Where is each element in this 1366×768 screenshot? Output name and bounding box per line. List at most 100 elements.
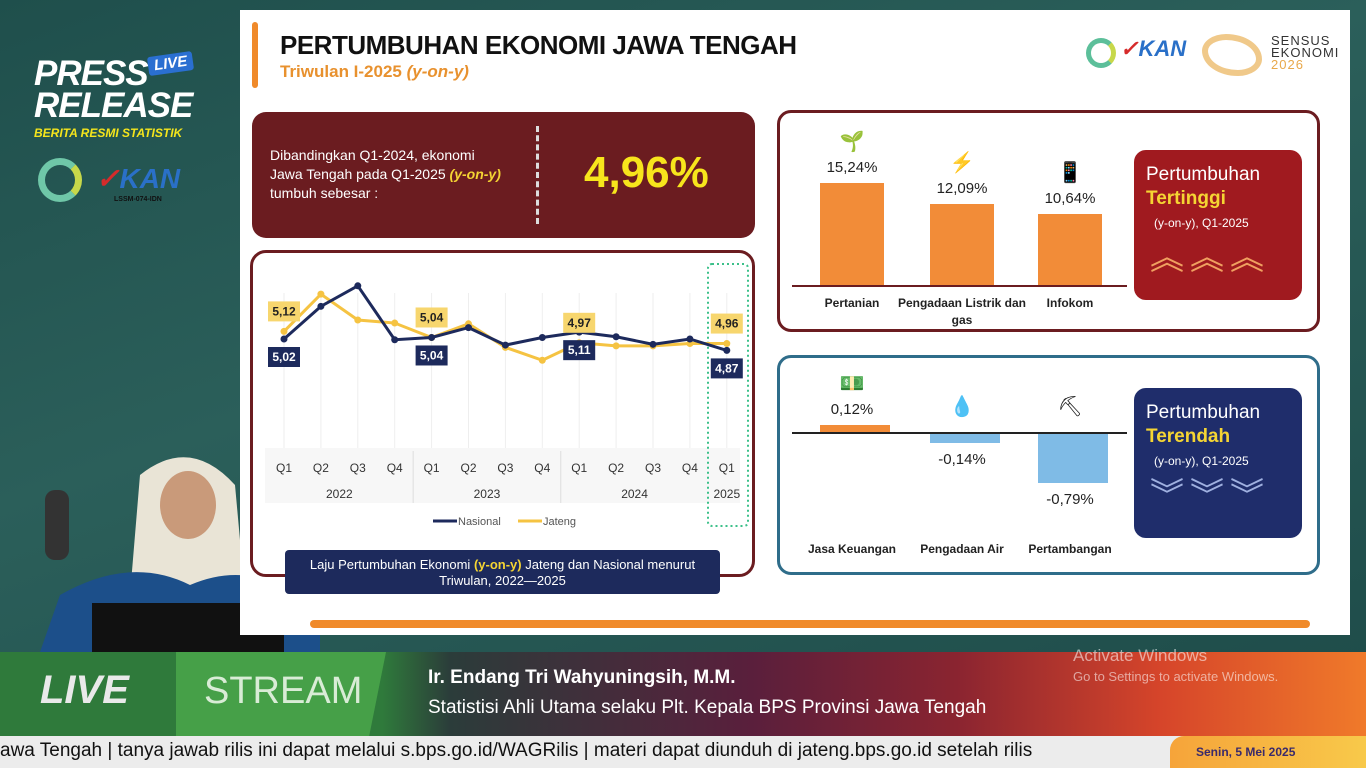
x-tick-label: Q4 [682, 461, 698, 475]
kan-code: LSSM-074-IDN [114, 196, 162, 203]
chart-caption: Laju Pertumbuhan Ekonomi (y-on-y) Jateng… [285, 550, 720, 594]
press-release-logo: PRESS RELEASE [34, 54, 193, 125]
x-tick-label: Q4 [387, 461, 403, 475]
bar-label: Pengadaan Listrik dan gas [897, 296, 1027, 327]
data-label-bg [415, 345, 448, 366]
bps-ring-logo [38, 158, 82, 202]
microphone-icon [45, 490, 69, 560]
badge-title: Pertumbuhan [1146, 164, 1261, 185]
x-tick-label: Q1 [719, 461, 735, 475]
bar-infokom [1038, 213, 1102, 285]
data-label: 5,04 [420, 348, 444, 362]
mining-cart-icon: ⛏ [1057, 396, 1083, 418]
point-nasional [538, 333, 546, 341]
summary-box: Dibandingkan Q1-2024, ekonomi Jawa Tenga… [252, 112, 755, 238]
bar-pengadaan-air [930, 434, 1000, 443]
stream-label: STREAM [176, 652, 386, 736]
badge-title: Pertumbuhan [1146, 402, 1261, 423]
chevrons-down-icon: ︾︾︾ [1150, 477, 1270, 515]
money-icon: 💵 [839, 372, 865, 395]
highest-growth-panel: 15,24% 🌱 Pertanian 12,09% ⚡ Pengadaan Listrik… [777, 110, 1320, 332]
x-tick-label: Q3 [645, 461, 661, 475]
data-label-bg [563, 340, 596, 361]
x-tick-label: Q1 [424, 461, 440, 475]
bar-label: Pertanian [824, 296, 880, 310]
news-ticker: awa Tengah | tanya jawab rilis ini dapat… [0, 736, 1366, 768]
data-label: 4,96 [715, 317, 739, 331]
year-label: 2024 [621, 487, 648, 501]
activate-windows-hint: Go to Settings to activate Windows. [1073, 669, 1279, 684]
x-tick-label: Q3 [350, 461, 366, 475]
data-label: 5,02 [272, 350, 296, 364]
kan-logo: ✓KAN [96, 163, 181, 194]
point-nasional [280, 335, 288, 343]
bar-value: -0,14% [938, 450, 986, 468]
water-drops-icon: 💧 [949, 396, 975, 418]
sensus-text: SENSUS EKONOMI 2026 [1271, 33, 1340, 72]
data-label-bg [268, 301, 300, 322]
legend-label: Nasional [458, 516, 501, 528]
phone-icon: 📱 [1057, 161, 1083, 184]
point-jateng [354, 316, 362, 324]
lowest-growth-panel: 0,12% 💵 Jasa Keuangan -0,14% 💧 Pengadaan Air -… [777, 355, 1320, 575]
brs-subtitle: BERITA RESMI STATISTIK [34, 126, 183, 140]
bar-pertanian [820, 182, 884, 285]
bar-label: Jasa Keuangan [807, 542, 897, 556]
point-jateng [391, 319, 399, 327]
footer-bar [310, 620, 1310, 628]
baseline [792, 285, 1127, 287]
point-nasional [686, 335, 694, 343]
bar-label: Infokom [1046, 296, 1094, 310]
point-nasional [501, 341, 509, 349]
badge-highlight: Terendah [1146, 426, 1231, 447]
activate-windows-watermark: Activate Windows [1073, 646, 1208, 665]
bar-value: -0,79% [1046, 490, 1094, 508]
x-tick-label: Q3 [497, 461, 513, 475]
point-jateng [723, 340, 731, 348]
bar-value: 0,12% [830, 400, 874, 418]
bar-value: 12,09% [936, 179, 988, 197]
data-label-bg [710, 358, 743, 379]
point-nasional [612, 333, 620, 341]
x-tick-label: Q2 [608, 461, 624, 475]
x-tick-label: Q2 [313, 461, 329, 475]
bar-label: Pertambangan [1028, 542, 1112, 556]
bar-jasa-keuangan [820, 424, 890, 432]
data-label-bg [563, 312, 596, 333]
speaker-name: Ir. Endang Tri Wahyuningsih, M.M. [428, 667, 736, 688]
data-label-bg [268, 347, 300, 367]
bar-pertambangan [1038, 434, 1108, 483]
live-label: LIVE [40, 668, 129, 712]
point-nasional [428, 333, 436, 341]
point-nasional [465, 324, 472, 332]
data-label-bg [710, 313, 743, 334]
badge-period: (y-on-y), Q1-2025 [1154, 454, 1249, 468]
axis-table [265, 448, 740, 503]
data-label: 4,87 [715, 361, 739, 375]
data-label: 5,12 [272, 304, 296, 318]
date-badge: Senin, 5 Mei 2025 [1170, 736, 1366, 768]
legend-label: Jateng [543, 516, 576, 528]
point-nasional [649, 340, 657, 348]
year-label: 2022 [326, 487, 353, 501]
point-nasional [391, 336, 399, 344]
highest-growth-badge: Pertumbuhan Tertinggi (y-on-y), Q1-2025 ︽︽︽ [1134, 150, 1302, 300]
bar-label: Pengadaan Air [920, 542, 1004, 556]
x-tick-label: Q1 [571, 461, 587, 475]
point-jateng [538, 356, 546, 364]
data-label: 4,97 [568, 316, 592, 330]
highlight-2025 [707, 263, 749, 527]
bar-value: 10,64% [1044, 189, 1096, 207]
chevrons-up-icon: ︽︽︽ [1150, 239, 1270, 277]
year-label: 2025 [713, 487, 740, 501]
sensus-ekonomi-logo [1202, 34, 1262, 76]
kan-logo-top: ✓KAN [1120, 36, 1187, 61]
point-nasional [723, 346, 731, 354]
slide-subtitle: Triwulan I-2025 (y-on-y) [280, 62, 469, 81]
point-jateng [280, 327, 288, 335]
line-chart: Q1 Q2 Q3 Q4 Q1 Q2 Q3 Q4 Q1 Q2 Q3 Q4 Q1 2022 2023 2024 20… [265, 263, 749, 528]
data-label: 5,04 [420, 310, 444, 324]
data-label: 5,11 [568, 343, 591, 357]
point-nasional [354, 282, 362, 290]
year-label: 2023 [474, 487, 501, 501]
